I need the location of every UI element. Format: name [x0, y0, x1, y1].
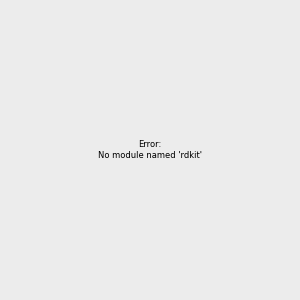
Text: Error:
No module named 'rdkit': Error: No module named 'rdkit' — [98, 140, 202, 160]
